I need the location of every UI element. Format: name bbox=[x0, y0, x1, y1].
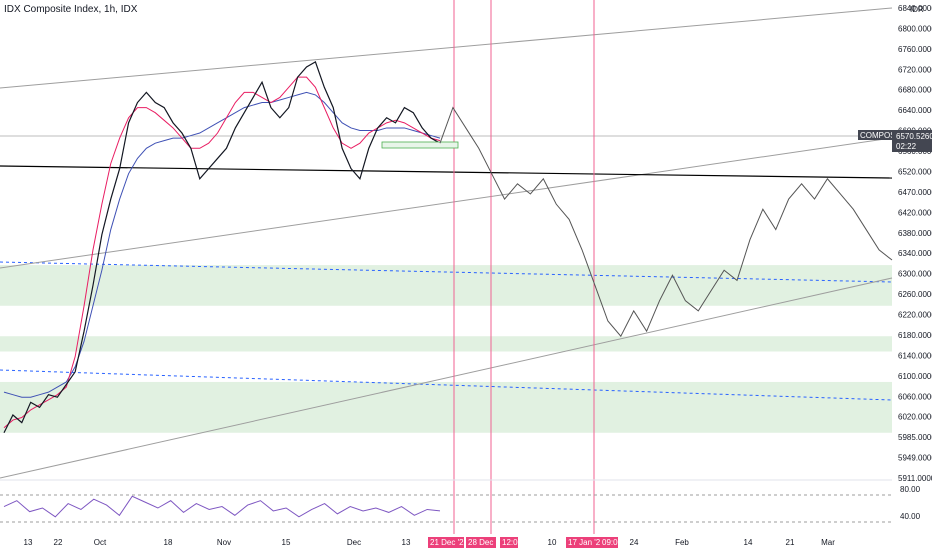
price-tick-label: 6100.0000 bbox=[898, 372, 932, 381]
price-tick-label: 6340.0000 bbox=[898, 249, 932, 258]
date-tag-bg bbox=[566, 537, 600, 548]
support-line bbox=[0, 165, 893, 179]
date-tick-label: Nov bbox=[217, 538, 231, 547]
rsi-level-label: 40.00 bbox=[900, 512, 921, 521]
date-tick-label: 14 bbox=[744, 538, 753, 547]
price-tick-label: 6520.0000 bbox=[898, 167, 932, 176]
ema-fast-line bbox=[3, 76, 441, 429]
date-tick-label: 10 bbox=[548, 538, 557, 547]
price-tick-label: 6470.0000 bbox=[898, 188, 932, 197]
date-tick-label: Feb bbox=[675, 538, 689, 547]
lower-trendline bbox=[0, 277, 893, 479]
date-tick-label: 15 bbox=[282, 538, 291, 547]
date-tag-bg bbox=[428, 537, 464, 548]
date-tag-label: 12:00 bbox=[502, 538, 523, 547]
date-tag-label: 17 Jan '22 bbox=[568, 538, 605, 547]
upper-trendline bbox=[0, 7, 893, 89]
date-tick-label: 22 bbox=[54, 538, 63, 547]
date-tick-label: Dec bbox=[347, 538, 361, 547]
date-tick-label: 13 bbox=[24, 538, 33, 547]
price-tick-label: 6140.0000 bbox=[898, 351, 932, 360]
price-tag-countdown: 02:22 bbox=[896, 142, 917, 151]
date-tick-label: 13 bbox=[402, 538, 411, 547]
date-tag-label: 28 Dec '21 bbox=[468, 538, 507, 547]
price-tick-label: 6760.0000 bbox=[898, 45, 932, 54]
currency-badge: IDR bbox=[910, 5, 924, 14]
support-zone bbox=[0, 336, 892, 352]
price-tick-label: 6300.0000 bbox=[898, 270, 932, 279]
date-tick-label: 18 bbox=[164, 538, 173, 547]
rsi-level-label: 80.00 bbox=[900, 485, 921, 494]
date-tag-bg bbox=[600, 537, 618, 548]
price-tick-label: 5911.0000 bbox=[898, 474, 932, 483]
symbol-tag-label: COMPOSITE bbox=[860, 131, 908, 140]
date-tag-label: 09:00 bbox=[602, 538, 623, 547]
support-zone bbox=[0, 381, 892, 433]
date-tick-label: 24 bbox=[630, 538, 639, 547]
price-tick-label: 6020.0000 bbox=[898, 413, 932, 422]
price-tick-label: 6720.0000 bbox=[898, 65, 932, 74]
price-tick-label: 6840.0000 bbox=[898, 4, 932, 13]
price-line bbox=[3, 61, 441, 434]
date-tag-bg bbox=[500, 537, 518, 548]
price-tick-label: 6180.0000 bbox=[898, 331, 932, 340]
dashed-mid-line bbox=[0, 261, 893, 283]
date-tag-label: 21 Dec '21 bbox=[430, 538, 469, 547]
price-tick-label: 6680.0000 bbox=[898, 86, 932, 95]
rsi-line bbox=[3, 495, 441, 518]
price-tag-value: 6570.5260 bbox=[896, 132, 932, 141]
price-tick-label: 6220.0000 bbox=[898, 311, 932, 320]
symbol-tag-bg bbox=[858, 130, 892, 140]
support-zone bbox=[0, 265, 892, 306]
date-tag-bg bbox=[466, 537, 496, 548]
price-tick-label: 6380.0000 bbox=[898, 229, 932, 238]
date-tick-label: 21 bbox=[786, 538, 795, 547]
middle-trendline bbox=[0, 137, 893, 269]
price-tick-label: 5985.0000 bbox=[898, 433, 932, 442]
date-tick-label: Mar bbox=[821, 538, 835, 547]
price-tick-label: 6060.0000 bbox=[898, 392, 932, 401]
date-tick-label: Oct bbox=[94, 538, 107, 547]
price-tag-bg bbox=[892, 130, 932, 152]
dashed-mid-line bbox=[0, 369, 893, 401]
price-tick-label: 6640.0000 bbox=[898, 106, 932, 115]
chart-title: IDX Composite Index, 1h, IDX bbox=[4, 4, 138, 15]
forecast-path bbox=[439, 106, 893, 338]
price-tick-label: 6420.0000 bbox=[898, 208, 932, 217]
price-tick-label: 6260.0000 bbox=[898, 290, 932, 299]
target-box bbox=[381, 141, 459, 149]
price-tick-label: 6800.0000 bbox=[898, 24, 932, 33]
price-tick-label: 5949.0000 bbox=[898, 454, 932, 463]
